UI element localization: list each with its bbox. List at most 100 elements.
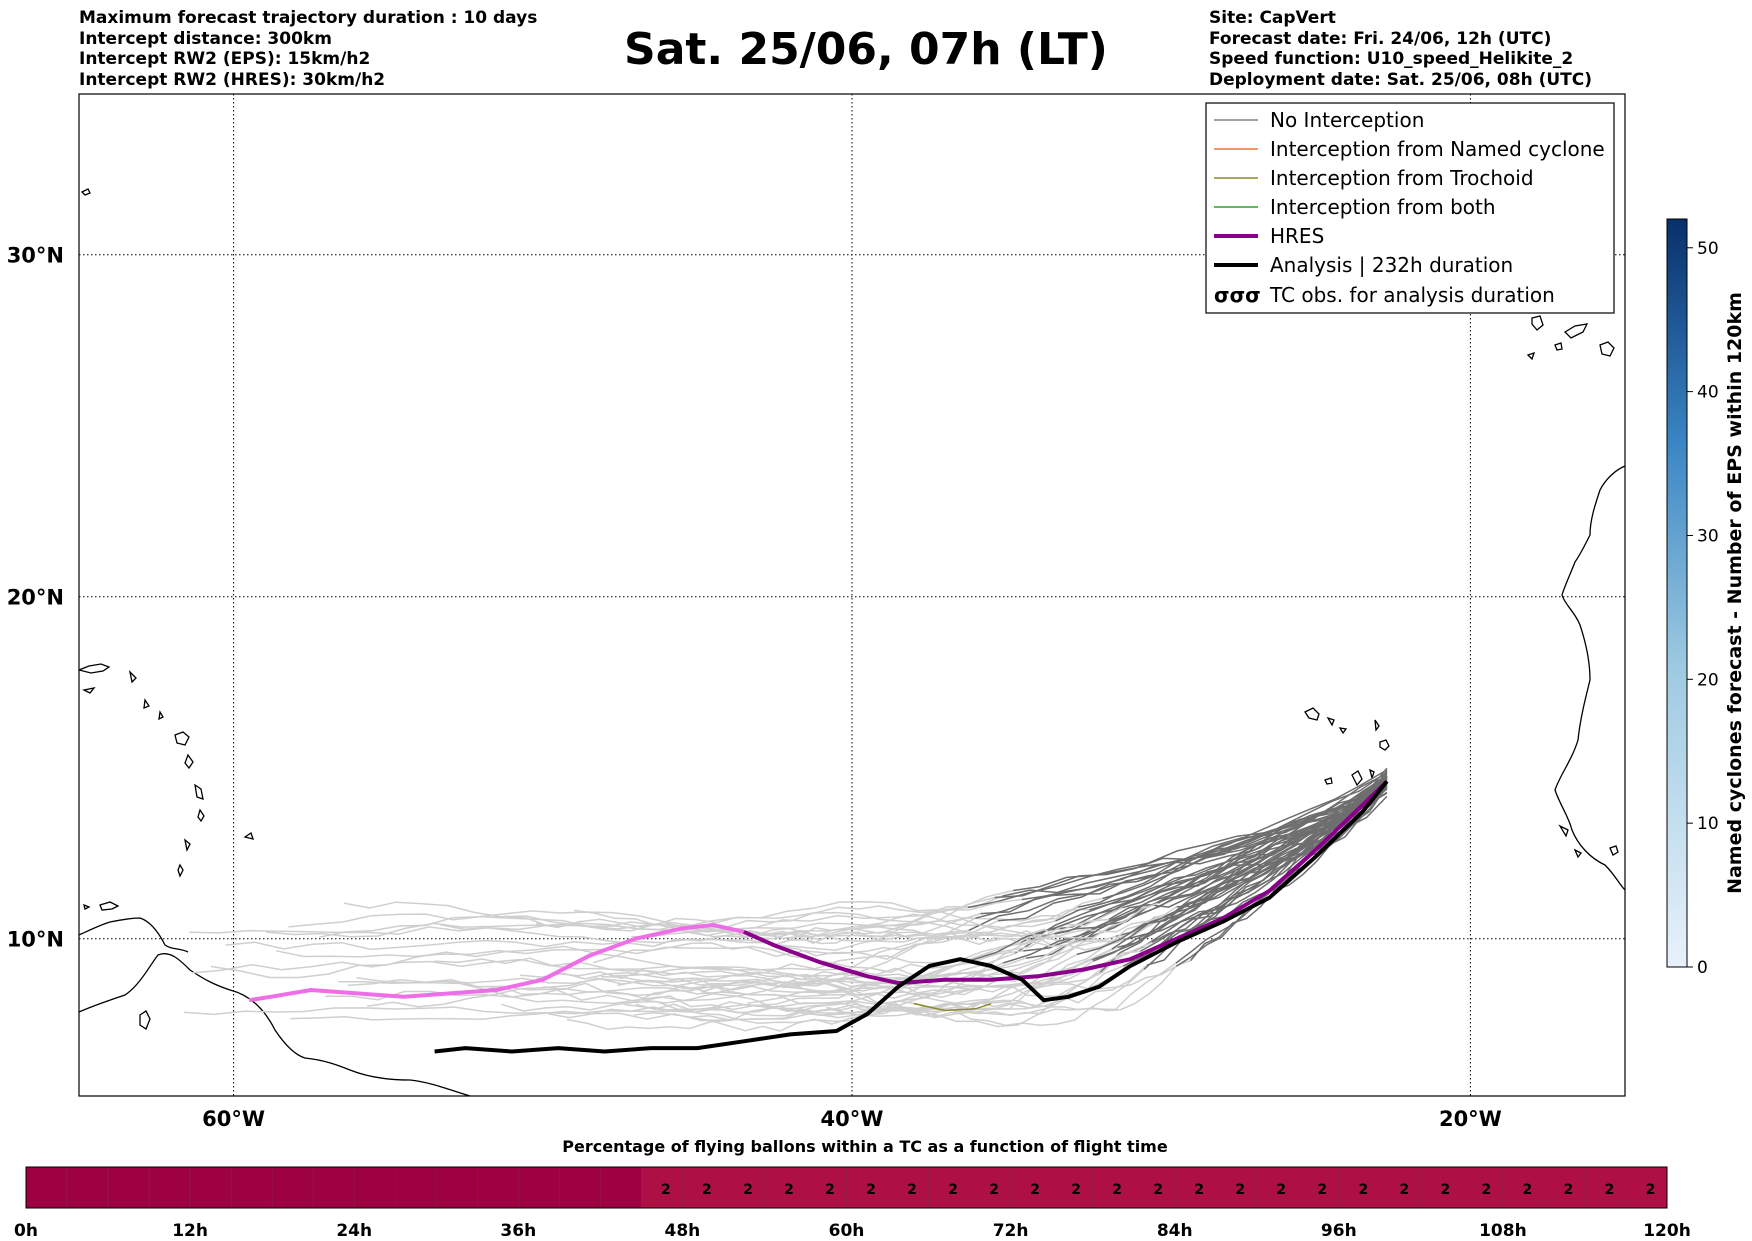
timebar-value: 2 <box>1030 1182 1040 1198</box>
eps-track-late <box>784 965 1177 1018</box>
legend-label: No Interception <box>1270 108 1424 132</box>
eps-track-late <box>275 920 999 960</box>
island-cape-verde <box>1304 707 1390 787</box>
coastlines <box>79 188 1625 1096</box>
timebar-value: 2 <box>1646 1182 1656 1198</box>
timebar-cell <box>271 1166 314 1209</box>
colorbar-label: Named cyclones forecast - Number of EPS … <box>1724 292 1746 894</box>
timebar-value: 2 <box>1564 1182 1574 1198</box>
eps-track <box>1076 781 1388 956</box>
timebar-cell <box>436 1166 478 1209</box>
lon-label: 60°W <box>202 1107 265 1131</box>
timebar-value: 2 <box>1235 1182 1245 1198</box>
timebar-frame <box>25 1166 1668 1209</box>
eps-track <box>1190 780 1388 961</box>
eps-track <box>1055 785 1388 922</box>
eps-track-late <box>189 906 968 937</box>
timebar-tick-label: 120h <box>1643 1221 1691 1241</box>
timebar-cell <box>600 1166 642 1209</box>
timebar-cell <box>394 1166 437 1209</box>
timebar-value: 2 <box>1112 1182 1122 1198</box>
legend-label: HRES <box>1270 224 1324 248</box>
header-line: Forecast date: Fri. 24/06, 12h (UTC) <box>1209 28 1552 49</box>
colorbar-tick-label: 40 <box>1697 383 1719 403</box>
trajectory-layer <box>183 767 1389 1054</box>
timebar-cell <box>1174 1166 1216 1209</box>
header-line: Maximum forecast trajectory duration : 1… <box>79 8 538 28</box>
colorbar-tick-label: 20 <box>1697 670 1719 690</box>
eps-track-late <box>225 912 981 952</box>
lat-label: 20°N <box>7 586 64 610</box>
eps-track-late <box>536 938 1090 981</box>
island-trinidad <box>139 1010 151 1030</box>
lon-label: 20°W <box>1439 1107 1502 1131</box>
island-puerto-rico <box>83 901 120 911</box>
timebar-cell <box>1338 1166 1381 1209</box>
timebar-cell <box>1133 1166 1175 1209</box>
eps-track-late <box>290 962 1004 1022</box>
timebar-value: 2 <box>1399 1182 1409 1198</box>
timebar-cell <box>1543 1166 1586 1209</box>
timebar-value: 2 <box>1440 1182 1450 1198</box>
timebar-cell <box>641 1166 683 1209</box>
longitude-labels: 60°W 40°W 20°W <box>202 1107 1502 1131</box>
timebar-value: 2 <box>784 1182 794 1198</box>
timebar-value: 2 <box>661 1182 671 1198</box>
colorbar-tick-label: 0 <box>1697 958 1708 978</box>
timebar-cell <box>559 1166 601 1209</box>
eps-track <box>1176 782 1388 908</box>
eps-track-late <box>693 968 1145 1032</box>
island-canaries <box>1526 315 1615 361</box>
timebar-value: 2 <box>1194 1182 1204 1198</box>
coastline-caribbean-south <box>79 917 189 953</box>
eps-track-late <box>183 961 967 1017</box>
timebar-cell <box>1297 1166 1340 1209</box>
header-left-info: Maximum forecast trajectory duration : 1… <box>79 8 537 90</box>
eps-track <box>980 784 1388 915</box>
legend-label: Analysis | 232h duration <box>1270 253 1513 277</box>
timebar-cell <box>230 1166 273 1209</box>
timebar-tick-label: 60h <box>829 1221 865 1241</box>
timebar-tick-label: 48h <box>665 1221 701 1241</box>
eps-track-late <box>266 896 995 938</box>
legend-label: Interception from Named cyclone <box>1270 137 1605 161</box>
trochoid-track <box>913 1002 992 1012</box>
timebar-tick-label: 72h <box>993 1221 1029 1241</box>
island-lesser-antilles <box>128 670 254 878</box>
eps-track-late <box>440 920 1056 948</box>
lon-label: 40°W <box>821 1107 884 1131</box>
header-right-info: Site: CapVert Forecast date: Fri. 24/06,… <box>1209 8 1592 90</box>
main-title: Sat. 25/06, 07h (LT) <box>624 24 1108 75</box>
colorbar-tick-label: 30 <box>1697 526 1719 546</box>
timebar-cell <box>1010 1166 1052 1209</box>
timebar-cell <box>107 1166 150 1209</box>
eps-track-late <box>318 889 1014 940</box>
timebar-value: 2 <box>907 1182 917 1198</box>
timebar-value: 2 <box>989 1182 999 1198</box>
eps-track-late <box>826 959 1191 1012</box>
eps-track-late <box>782 911 1176 946</box>
coastline-africa-islands <box>1558 824 1619 859</box>
colorbar-tick-label: 10 <box>1697 814 1719 834</box>
timebar-title: Percentage of flying ballons within a TC… <box>562 1137 1168 1156</box>
eps-track <box>965 777 1388 963</box>
timebar-cell <box>1625 1166 1668 1209</box>
header-line: Site: CapVert <box>1209 8 1336 28</box>
timebar-cell <box>477 1166 519 1209</box>
timebar-value: 2 <box>866 1182 876 1198</box>
timebar-tick-label: 24h <box>336 1221 372 1241</box>
eps-track-late <box>520 939 1084 981</box>
colorbar-gradient <box>1666 218 1688 968</box>
timebar-value: 2 <box>1276 1182 1286 1198</box>
timebar-value: 2 <box>1317 1182 1327 1198</box>
colorbar-tick-label: 50 <box>1697 239 1719 259</box>
timebar-cell <box>805 1166 847 1209</box>
timebar-tick-label: 96h <box>1321 1221 1357 1241</box>
coastline-south-america <box>79 953 471 1096</box>
timebar-tick-label: 84h <box>1157 1221 1193 1241</box>
analysis-track <box>434 780 1389 1054</box>
timebar-tick-label: 12h <box>172 1221 208 1241</box>
timebar-value: 2 <box>702 1182 712 1198</box>
island-bermuda <box>80 188 91 196</box>
eps-track-late <box>574 897 1103 926</box>
